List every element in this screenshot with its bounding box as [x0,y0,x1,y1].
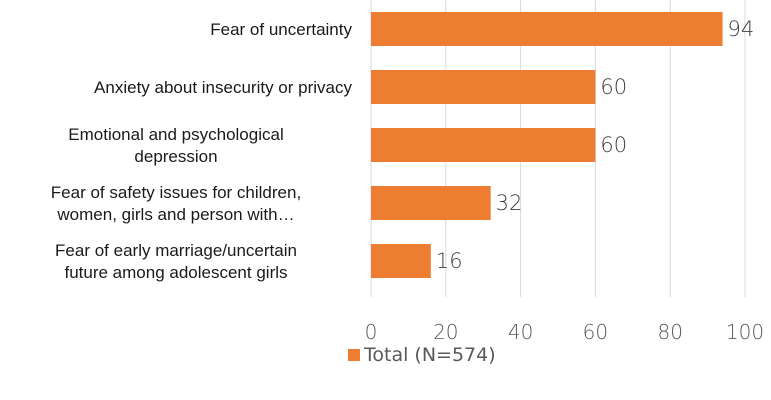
data-label: 16 [436,249,463,273]
data-label: 94 [728,17,755,41]
category-label: depression [134,147,217,166]
bars: 94 60 60 32 16 [371,12,754,278]
x-tick-label: 0 [365,320,378,344]
legend: Total (N=574) [348,344,496,366]
category-label: women, girls and person with… [56,205,294,224]
bar [371,128,596,162]
legend-swatch [348,349,360,361]
bar [371,244,431,278]
category-label: future among adolescent girls [64,263,287,282]
bar [371,186,491,220]
category-label: Fear of uncertainty [210,20,352,39]
category-label: Fear of safety issues for children, [51,183,301,202]
data-label: 60 [600,75,627,99]
x-tick-label: 20 [433,320,458,344]
x-tick-label: 40 [508,320,533,344]
category-labels: Fear of uncertainty Anxiety about insecur… [51,20,353,282]
x-axis-tick-labels: 0 20 40 60 80 100 [365,320,764,344]
x-tick-label: 100 [726,320,764,344]
x-tick-label: 80 [657,320,682,344]
category-label: Anxiety about insecurity or privacy [94,78,352,97]
data-label: 32 [496,191,523,215]
category-label: Fear of early marriage/uncertain [55,241,297,260]
bar [371,70,596,104]
data-label: 60 [600,133,627,157]
x-tick-label: 60 [583,320,608,344]
category-label: Emotional and psychological [68,125,283,144]
bar [371,12,723,46]
legend-label: Total (N=574) [363,344,496,366]
